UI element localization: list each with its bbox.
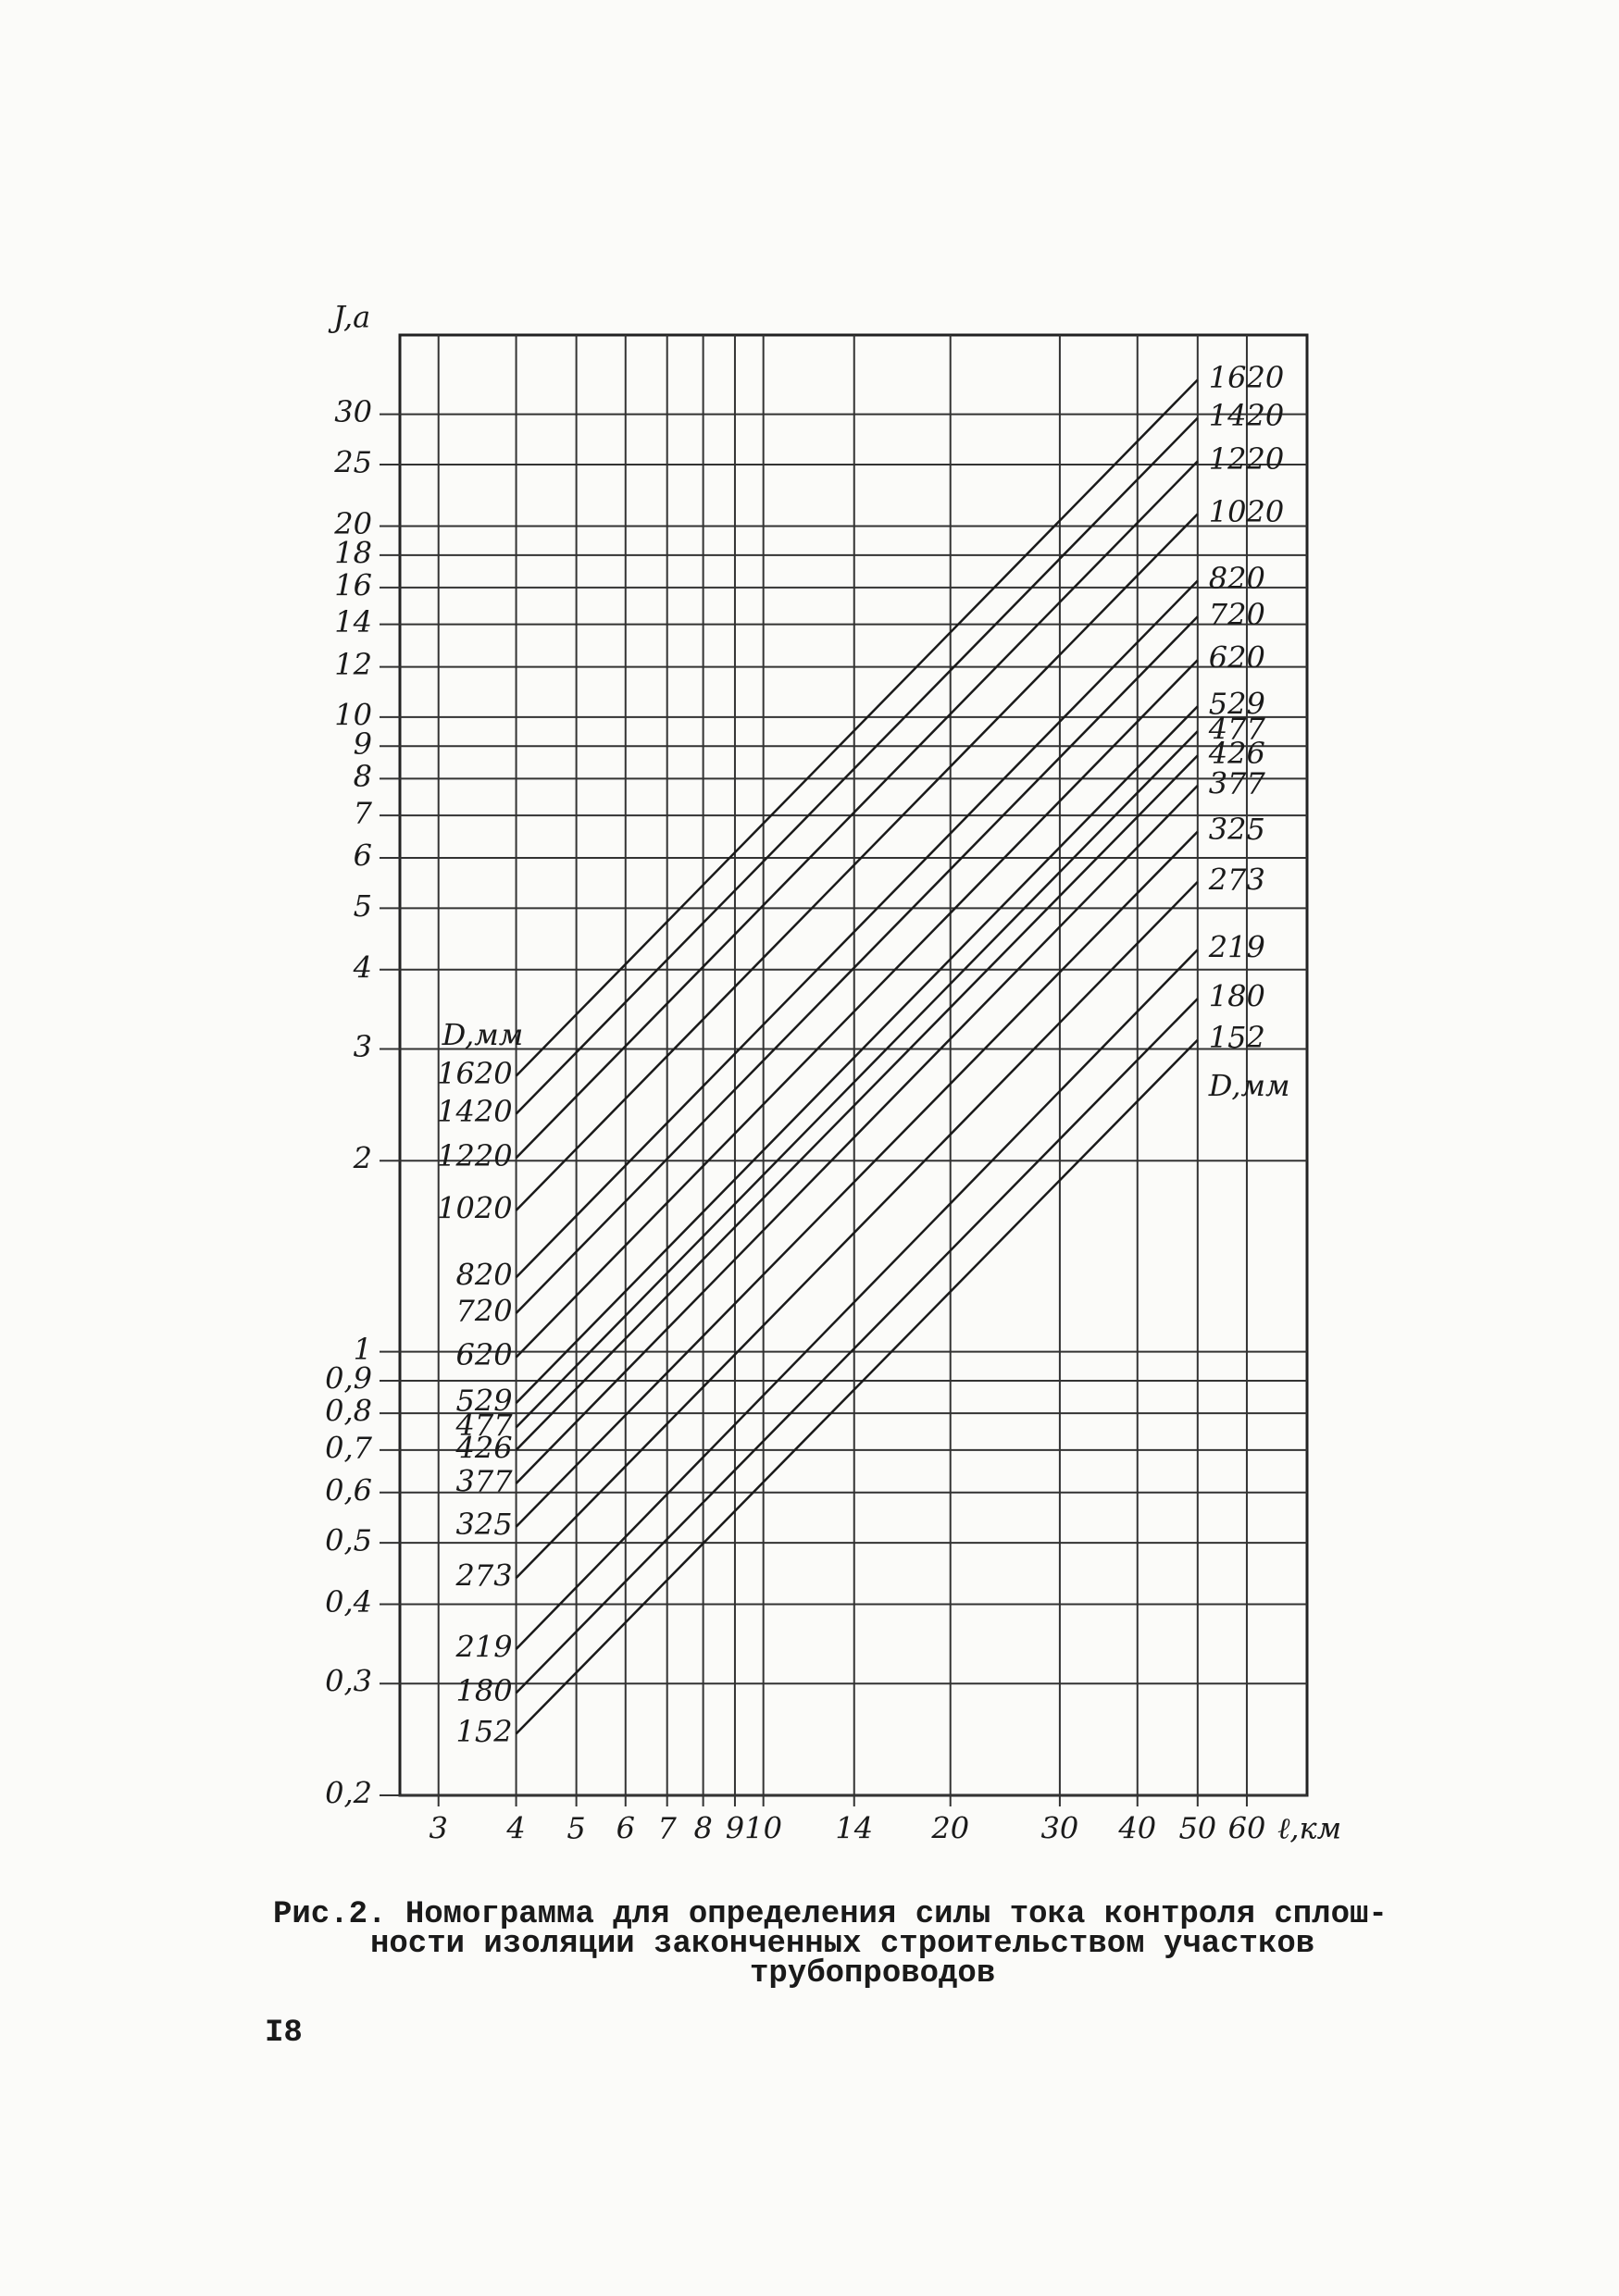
y-tick-label: 0,8 [325, 1394, 372, 1429]
x-tick-label: 14 [835, 1811, 873, 1846]
line-label-right: 1220 [1209, 441, 1284, 477]
series-line [515, 460, 1199, 1160]
line-label-left: 477 [455, 1408, 513, 1443]
y-tick-label: 5 [354, 888, 372, 924]
line-label-right: 477 [1208, 712, 1266, 747]
y-tick-label: 0,5 [325, 1523, 372, 1558]
x-tick-label: 5 [567, 1811, 585, 1846]
caption-line: Рис.2. Номограмма для определения силы т… [273, 1897, 1388, 1932]
y-tick-label: 20 [333, 506, 372, 541]
y-tick-label: 0,2 [325, 1776, 372, 1811]
x-tick-label: 9 [726, 1811, 744, 1846]
line-label-right: 152 [1209, 1020, 1265, 1055]
series-line [515, 705, 1199, 1405]
x-tick-label: 40 [1117, 1811, 1156, 1846]
series-line [515, 1038, 1199, 1735]
line-label-left: 720 [455, 1294, 512, 1329]
y-tick-label: 6 [354, 838, 372, 874]
x-tick-label: 3 [430, 1811, 448, 1846]
line-label-left: 820 [455, 1258, 512, 1293]
series-line [515, 416, 1199, 1115]
y-tick-label: 8 [354, 759, 372, 794]
page-number: I8 [265, 2016, 303, 2051]
series-line [515, 785, 1199, 1484]
series-line [515, 754, 1199, 1451]
line-label-left: 325 [455, 1507, 512, 1542]
line-label-left: 1220 [437, 1138, 512, 1173]
line-label-left: 620 [455, 1337, 512, 1372]
y-tick-label: 0,9 [325, 1361, 372, 1396]
line-label-left: 529 [455, 1384, 512, 1419]
x-axis-label: ℓ,км [1277, 1811, 1341, 1846]
x-tick-label: 10 [744, 1811, 782, 1846]
line-label-left: 377 [455, 1464, 513, 1499]
y-tick-label: 4 [353, 949, 372, 985]
line-label-left: 219 [455, 1629, 512, 1664]
series-line [515, 830, 1199, 1528]
right-header: D,мм [1208, 1068, 1290, 1103]
line-label-left: 273 [455, 1558, 512, 1594]
y-tick-label: 7 [354, 796, 373, 831]
line-label-left: 1620 [437, 1056, 512, 1091]
line-label-right: 180 [1209, 979, 1265, 1014]
line-label-right: 720 [1209, 597, 1265, 632]
x-tick-label: 4 [505, 1811, 525, 1846]
y-tick-label: 30 [334, 394, 372, 429]
caption-line: ности изоляции законченных строительство… [370, 1927, 1314, 1962]
y-tick-label: 12 [334, 647, 372, 682]
y-tick-label: 16 [334, 567, 372, 602]
line-label-right: 820 [1209, 561, 1265, 596]
line-label-right: 620 [1209, 640, 1265, 676]
line-label-right: 1020 [1209, 494, 1284, 529]
y-tick-label: 14 [334, 604, 372, 639]
line-label-left: 1020 [437, 1190, 512, 1225]
y-tick-label: 18 [334, 535, 372, 570]
y-tick-label: 0,4 [325, 1584, 372, 1620]
x-tick-label: 50 [1178, 1811, 1216, 1846]
x-tick-label: 30 [1041, 1811, 1079, 1846]
series-line [515, 615, 1199, 1314]
line-label-right: 219 [1208, 930, 1265, 965]
line-label-left: 152 [455, 1714, 512, 1749]
series-line [515, 998, 1199, 1694]
line-label-right: 1420 [1209, 398, 1284, 433]
series-line [515, 881, 1199, 1580]
y-axis-label: J,a [328, 300, 370, 335]
series-line [515, 730, 1199, 1429]
x-tick-label: 7 [658, 1811, 678, 1846]
line-label-right: 1620 [1209, 360, 1284, 395]
x-tick-label: 8 [693, 1811, 712, 1846]
y-tick-label: 10 [334, 697, 372, 732]
series-line [515, 659, 1199, 1359]
y-tick-label: 0,6 [325, 1472, 372, 1508]
line-label-right: 273 [1208, 862, 1265, 897]
y-tick-label: 1 [354, 1332, 372, 1367]
line-label-right: 377 [1209, 765, 1266, 800]
series-line [515, 949, 1199, 1650]
caption-line: трубопроводов [750, 1956, 995, 1992]
line-label-right: 529 [1209, 687, 1265, 722]
left-header: D,мм [442, 1017, 524, 1052]
x-tick-label: 60 [1228, 1811, 1266, 1846]
y-tick-label: 3 [354, 1029, 372, 1064]
y-tick-label: 9 [354, 726, 372, 762]
y-tick-label: 25 [333, 444, 372, 479]
y-tick-label: 0,3 [325, 1664, 372, 1699]
line-label-right: 325 [1209, 812, 1265, 847]
series-line [515, 513, 1199, 1211]
series-line [515, 379, 1199, 1077]
x-tick-label: 6 [616, 1811, 635, 1846]
x-tick-label: 20 [930, 1811, 969, 1846]
line-label-left: 1420 [437, 1094, 512, 1129]
y-tick-label: 2 [353, 1141, 372, 1176]
y-tick-label: 0,7 [325, 1430, 373, 1465]
line-label-right: 426 [1208, 736, 1265, 771]
line-label-left: 426 [455, 1430, 512, 1465]
series-line [515, 579, 1199, 1279]
line-label-left: 180 [455, 1673, 512, 1708]
